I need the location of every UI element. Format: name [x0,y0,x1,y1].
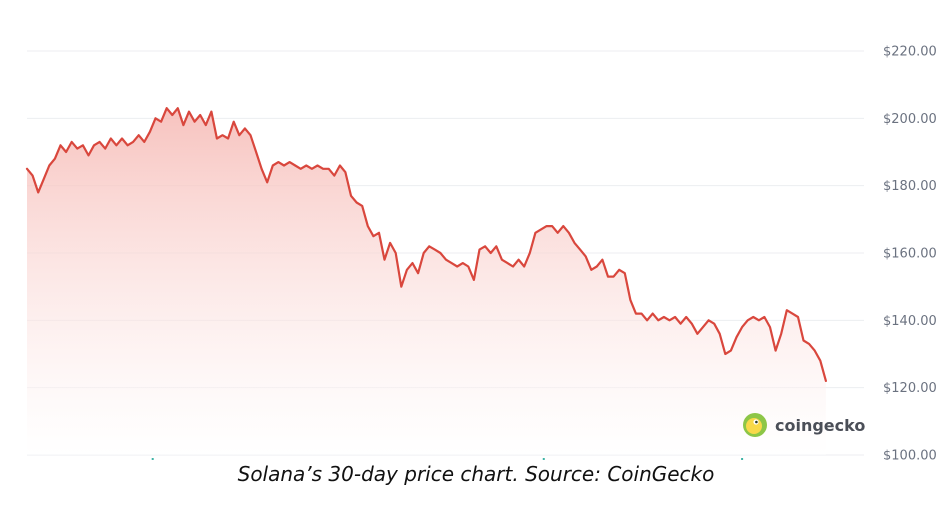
y-axis-tick-labels: $100.00 $120.00 $140.00 $160.00 $180.00 $200.… [883,45,937,461]
x-axis-tick-marks [151,458,744,460]
y-tick-label: $200.00 [883,112,937,127]
chart-caption: Solana’s 30-day price chart. Source: Coi… [237,462,715,486]
coingecko-gecko-icon-pupil [755,420,758,424]
y-tick-label: $120.00 [883,381,937,396]
y-tick-label: $220.00 [883,45,937,60]
price-chart: $100.00 $120.00 $140.00 $160.00 $180.00 $200.… [25,45,937,461]
coingecko-wordmark: coingecko [775,416,865,435]
y-tick-label: $180.00 [883,179,937,194]
y-tick-label: $100.00 [883,449,937,461]
price-area-fill [27,108,826,455]
coingecko-watermark: coingecko [743,413,865,437]
y-tick-label: $140.00 [883,314,937,329]
y-tick-label: $160.00 [883,247,937,262]
price-line [25,107,827,382]
